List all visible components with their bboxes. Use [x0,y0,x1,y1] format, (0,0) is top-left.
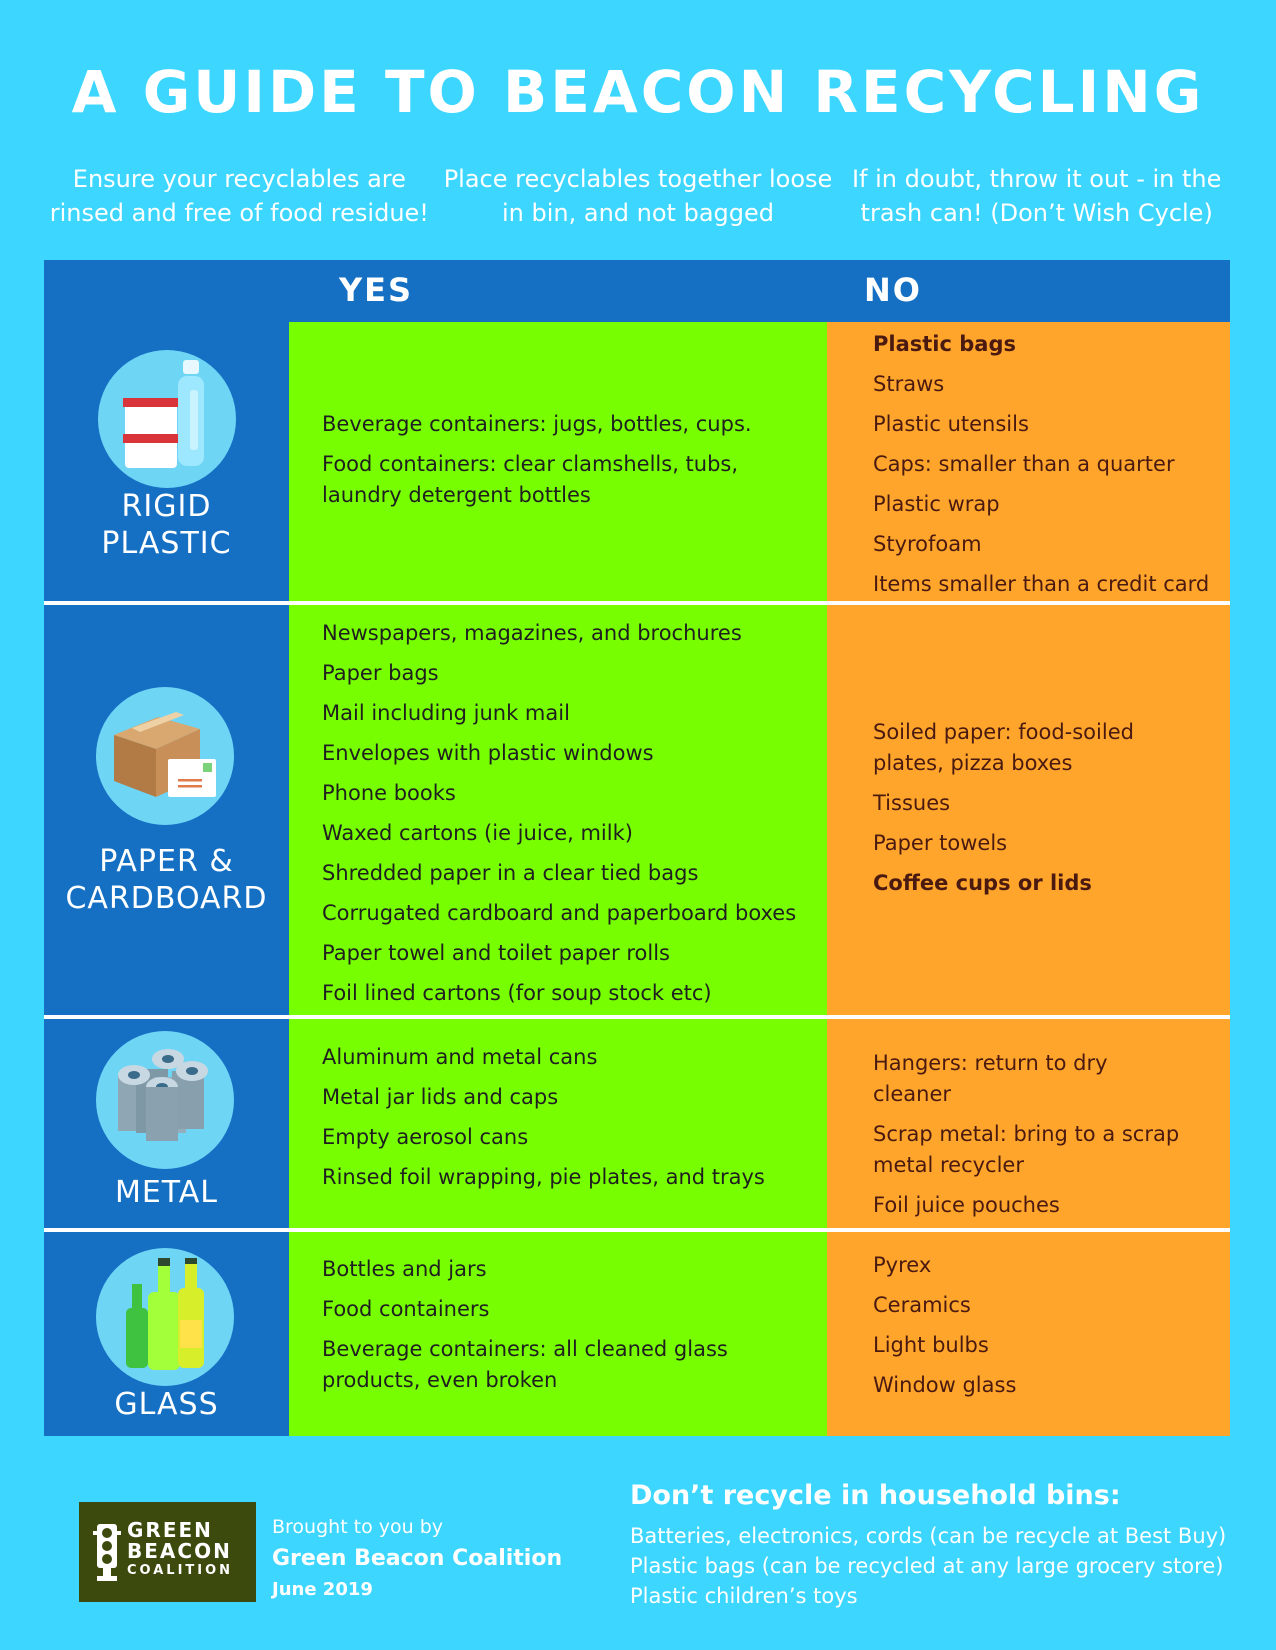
list-item: Phone books [322,781,456,805]
org-name: Green Beacon Coalition [272,1546,563,1571]
row-glass: GLASS Bottles and jars Food containers B… [44,1232,1230,1436]
credits: Brought to you by Green Beacon Coalition… [272,1516,562,1600]
list-item: Beverage containers: jugs, bottles, cups… [322,412,752,436]
tip-loose: Place recyclables together loose in bin,… [443,165,833,227]
list-item: Food containers: clear clamshells, tubs,… [322,452,739,507]
list-item: Tissues [873,791,951,815]
no-header: NO [864,271,922,309]
no-cell: Pyrex Ceramics Light bulbs Window glass [827,1232,1230,1436]
list-item: Scrap metal: bring to a scrap metal recy… [873,1122,1180,1177]
green-beacon-logo: GREEN BEACON COALITION [79,1502,256,1602]
recycling-table: YES NO RIGID PLASTIC Beverage containers:… [44,260,1230,1460]
list-item: Corrugated cardboard and paperboard boxe… [322,901,797,925]
category-cell: RIGID PLASTIC [44,322,289,601]
list-item: Waxed cartons (ie juice, milk) [322,821,633,845]
list-item: Mail including junk mail [322,701,570,725]
list-item: Empty aerosol cans [322,1125,529,1149]
list-item: Ceramics [873,1293,971,1317]
dont-recycle-title: Don’t recycle in household bins: [630,1480,1121,1511]
category-label-glass: GLASS [114,1387,219,1422]
row-metal: METAL Aluminum and metal cans Metal jar … [44,1019,1230,1228]
yes-header: YES [339,271,414,309]
logo-line-green: GREEN [127,1518,213,1542]
tip-rinse: Ensure your recyclables are rinsed and f… [49,165,429,227]
list-item: Paper towel and toilet paper rolls [322,941,670,965]
list-item: Foil lined cartons (for soup stock etc) [322,981,712,1005]
table-header: YES NO [44,260,1230,322]
plastic-containers-icon [98,350,236,488]
list-item: Caps: smaller than a quarter [873,452,1175,476]
category-cell: METAL [44,1019,289,1228]
list-item: Styrofoam [873,532,982,556]
logo-line-coalition: COALITION [127,1563,234,1578]
category-label-paper-cardboard: PAPER & CARDBOARD [65,844,268,916]
brought-by-label: Brought to you by [272,1516,444,1538]
list-item: Shredded paper in a clear tied bags [322,861,699,885]
row-divider [44,1015,1230,1019]
cardboard-box-icon [96,687,234,825]
page-title: A GUIDE TO BEACON RECYCLING [71,58,1205,126]
list-item: Metal jar lids and caps [322,1085,559,1109]
list-item: Plastic utensils [873,412,1029,436]
list-item: Foil juice pouches [873,1193,1060,1217]
list-item: Soiled paper: food-soiled plates, pizza … [873,720,1134,775]
list-item: Envelopes with plastic windows [322,741,654,765]
list-item: Batteries, electronics, cords (can be re… [630,1524,1227,1548]
yes-cell: Beverage containers: jugs, bottles, cups… [289,322,827,601]
list-item: Beverage containers: all cleaned glass p… [322,1337,728,1392]
category-label-rigid-plastic: RIGID PLASTIC [101,489,232,561]
tips-row: Ensure your recyclables are rinsed and f… [40,162,1236,230]
yes-cell: Bottles and jars Food containers Beverag… [289,1232,827,1436]
list-item: Plastic wrap [873,492,1000,516]
list-item: Food containers [322,1297,490,1321]
no-cell: Hangers: return to dry cleaner Scrap met… [827,1019,1230,1228]
list-item: Newspapers, magazines, and brochures [322,621,742,645]
yes-cell: Aluminum and metal cans Metal jar lids a… [289,1019,827,1228]
row-divider [44,601,1230,605]
no-cell: Soiled paper: food-soiled plates, pizza … [827,605,1230,1015]
publish-date: June 2019 [272,1579,373,1600]
list-item: Aluminum and metal cans [322,1045,598,1069]
list-item: Light bulbs [873,1333,989,1357]
metal-cans-icon [96,1031,234,1169]
tip-doubt: If in doubt, throw it out - in the trash… [851,165,1222,227]
list-item: Coffee cups or lids [873,871,1092,895]
list-item: Items smaller than a credit card [873,572,1210,596]
row-divider [44,1228,1230,1232]
traffic-light-icon [93,1524,121,1581]
no-cell: Plastic bags Straws Plastic utensils Cap… [827,322,1230,601]
list-item: Plastic children’s toys [630,1584,858,1608]
list-item: Plastic bags (can be recycled at any lar… [630,1554,1224,1578]
list-item: Window glass [873,1373,1017,1397]
yes-cell: Newspapers, magazines, and brochures Pap… [289,605,827,1015]
list-item: Paper towels [873,831,1008,855]
dont-recycle-section: Don’t recycle in household bins: Batteri… [630,1480,1226,1611]
list-item: Hangers: return to dry cleaner [873,1051,1108,1106]
row-rigid-plastic: RIGID PLASTIC Beverage containers: jugs, … [44,322,1230,601]
list-item: Bottles and jars [322,1257,487,1281]
row-paper-cardboard: PAPER & CARDBOARD Newspapers, magazines, … [44,605,1230,1015]
list-item: Pyrex [873,1253,932,1277]
category-label-metal: METAL [114,1175,219,1210]
glass-bottles-icon [96,1248,234,1386]
category-cell: PAPER & CARDBOARD [44,605,289,1015]
category-cell: GLASS [44,1232,289,1436]
list-item: Straws [873,372,945,396]
list-item: Plastic bags [873,332,1016,356]
logo-line-beacon: BEACON [127,1539,232,1563]
list-item: Paper bags [322,661,439,685]
list-item: Rinsed foil wrapping, pie plates, and tr… [322,1165,765,1189]
